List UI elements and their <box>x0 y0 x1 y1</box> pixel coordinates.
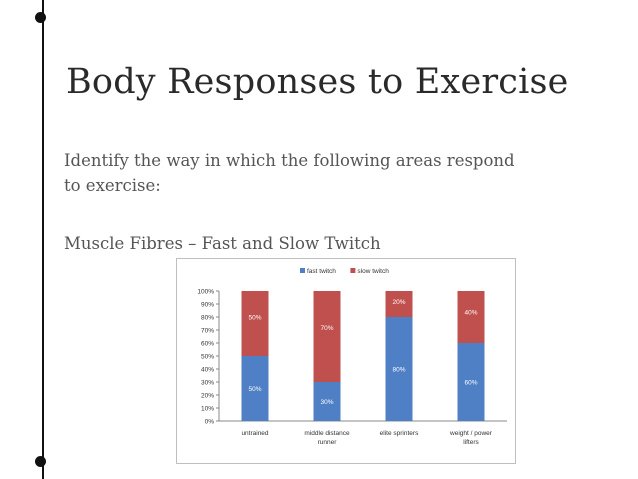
bar-slow-twitch <box>385 291 413 317</box>
left-rule <box>42 0 44 479</box>
y-tick-label: 10% <box>201 406 214 413</box>
bar-value-label: 50% <box>248 386 261 393</box>
legend-swatch-fast-twitch <box>300 268 305 273</box>
slide-subhead: Muscle Fibres – Fast and Slow Twitch <box>64 234 381 253</box>
bar-fast-twitch <box>313 382 341 421</box>
bar-value-label: 60% <box>464 380 477 387</box>
y-tick-label: 80% <box>201 315 214 322</box>
bar-slow-twitch <box>457 291 485 343</box>
bar-value-label: 40% <box>464 309 477 316</box>
x-category-label: elite sprinters <box>380 430 419 437</box>
y-tick-label: 90% <box>201 302 214 309</box>
x-category-label: middle distance <box>304 430 350 437</box>
body-line-1: Identify the way in which the following … <box>64 151 515 170</box>
body-line-2: to exercise: <box>64 176 161 195</box>
slide-title: Body Responses to Exercise <box>66 62 569 102</box>
bar-fast-twitch <box>457 343 485 421</box>
x-category-label: lifters <box>463 439 479 446</box>
y-tick-label: 70% <box>201 328 214 335</box>
y-tick-label: 40% <box>201 367 214 374</box>
y-tick-label: 60% <box>201 341 214 348</box>
y-tick-label: 50% <box>201 354 214 361</box>
x-category-label: untrained <box>241 430 268 437</box>
y-tick-label: 20% <box>201 393 214 400</box>
bottom-bullet-dot <box>35 456 46 467</box>
bar-value-label: 80% <box>392 367 405 374</box>
bar-slow-twitch <box>241 291 269 356</box>
y-tick-label: 30% <box>201 380 214 387</box>
y-tick-label: 100% <box>197 289 214 296</box>
legend-label-slow-twitch: slow twitch <box>357 268 389 275</box>
legend-swatch-slow-twitch <box>350 268 356 273</box>
x-category-label: weight / power <box>449 430 493 437</box>
y-tick-label: 0% <box>205 419 215 426</box>
chart-frame: 0% 10% 20% 30% 40% 50% 60% 70% 80% 90% 100% fast tw… <box>176 258 516 464</box>
bar-value-label: 50% <box>248 315 261 322</box>
top-bullet-dot <box>35 12 46 23</box>
bar-value-label: 70% <box>320 325 333 332</box>
bar-value-label: 30% <box>320 399 333 406</box>
legend-label-fast-twitch: fast twitch <box>307 268 336 275</box>
bar-fast-twitch <box>385 317 413 421</box>
bar-fast-twitch <box>241 356 269 421</box>
bar-slow-twitch <box>313 291 341 382</box>
x-category-label: runner <box>318 439 338 446</box>
slide-body: Identify the way in which the following … <box>64 148 564 198</box>
muscle-fibre-chart: 0% 10% 20% 30% 40% 50% 60% 70% 80% 90% 100% fast tw… <box>197 268 507 446</box>
bar-value-label: 20% <box>392 299 405 306</box>
